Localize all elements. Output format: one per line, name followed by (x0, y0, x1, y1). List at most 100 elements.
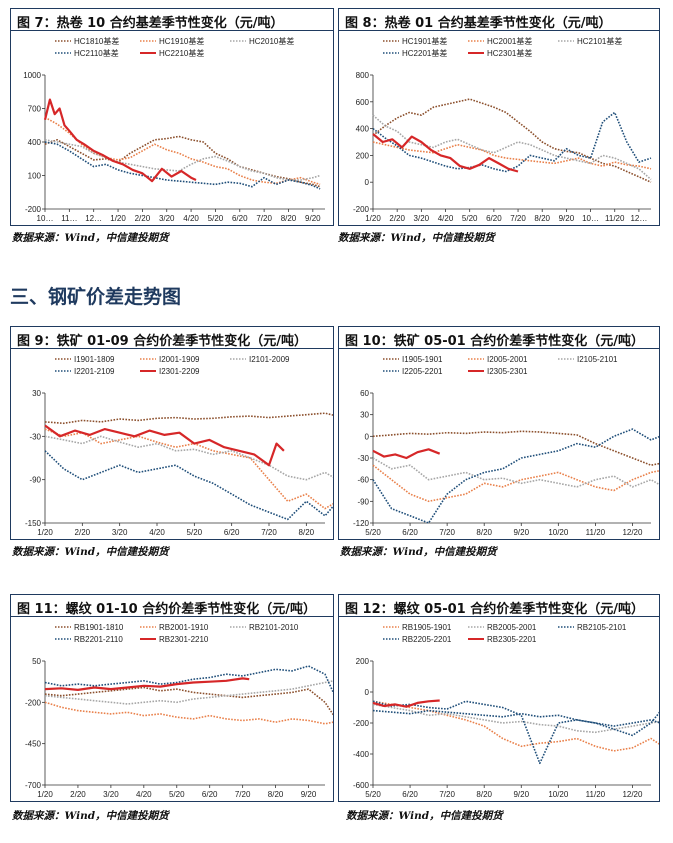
x-tick-label: 5/20 (462, 214, 478, 223)
source-note: 数据来源：Wind，中信建投期货 (12, 232, 169, 244)
series-line (44, 677, 250, 692)
x-tick-label: 9/20 (305, 214, 321, 223)
x-tick-label: 4/20 (149, 528, 165, 537)
legend-label: I1901-1809 (74, 355, 115, 364)
chart-title: 图 7：热卷 10 合约基差季节性变化（元/吨） (11, 9, 333, 31)
legend-label: RB2301-2210 (159, 635, 209, 644)
y-tick-label: -90 (357, 497, 369, 506)
chart-title: 图 11：螺纹 01-10 合约价差季节性变化（元/吨） (11, 595, 333, 617)
source-note: 数据来源：Wind，中信建投期货 (12, 546, 169, 558)
source-note: 数据来源：Wind，中信建投期货 (12, 810, 169, 822)
x-tick-label: 8/20 (299, 528, 315, 537)
x-tick-label: 2/20 (389, 214, 405, 223)
y-tick-label: -700 (25, 781, 42, 790)
chart-title: 图 9：铁矿 01-09 合约价差季节性变化（元/吨） (11, 327, 333, 349)
series-line (43, 98, 197, 183)
x-tick-label: 3/20 (159, 214, 175, 223)
legend-label: HC2010基差 (249, 36, 294, 46)
series-line (372, 98, 652, 183)
legend-label: HC1910基差 (159, 36, 204, 46)
series-line (44, 435, 333, 481)
legend-label: HC2201基差 (402, 48, 447, 58)
chart-c12: -600 -400 -200 0 200 5/20 6/20 7/20 8/20 9/20 10/2… (353, 623, 659, 799)
x-tick-label: 4/20 (438, 214, 454, 223)
x-tick-label: 11… (61, 214, 77, 223)
legend-label: I2001-1909 (159, 355, 200, 364)
series-line (372, 428, 659, 524)
x-tick-label: 12/20 (622, 790, 643, 799)
x-tick-label: 2/20 (70, 790, 86, 799)
x-tick-label: 4/20 (136, 790, 152, 799)
series-line (44, 680, 333, 705)
y-tick-label: -120 (353, 519, 370, 528)
y-tick-label: 400 (356, 125, 370, 134)
x-tick-label: 8/20 (534, 214, 550, 223)
x-tick-label: 11/20 (586, 790, 606, 799)
legend-label: I2101-2009 (249, 355, 290, 364)
x-tick-label: 9/20 (301, 790, 317, 799)
x-tick-label: 9/20 (559, 214, 575, 223)
source-note: 数据来源：Wind，中信建投期货 (338, 232, 495, 244)
legend-label: RB2105-2101 (577, 623, 627, 632)
chart-title: 图 12：螺纹 05-01 合约价差季节性变化（元/吨） (339, 595, 659, 617)
y-tick-label: -30 (29, 432, 41, 441)
chart-c10: -120 -90 -60 -30 0 30 60 5/20 6/20 7/20 8/20 9/20 10… (353, 355, 659, 537)
source-note: 数据来源：Wind，中信建投期货 (340, 546, 497, 558)
y-tick-label: 800 (356, 71, 370, 80)
legend-label: HC2110基差 (74, 48, 119, 58)
x-tick-label: 7/20 (235, 790, 251, 799)
series-line (372, 700, 659, 765)
y-tick-label: 700 (28, 105, 42, 114)
x-tick-label: 6/20 (402, 790, 418, 799)
y-tick-label: 400 (28, 138, 42, 147)
x-tick-label: 11/20 (586, 528, 606, 537)
section-title: 三、钢矿价差走势图 (10, 286, 182, 308)
y-tick-label: 600 (356, 98, 370, 107)
x-tick-label: 6/20 (202, 790, 218, 799)
y-tick-label: 30 (360, 411, 369, 420)
series-line (372, 709, 659, 727)
y-tick-label: 1000 (23, 71, 41, 80)
x-tick-label: 5/20 (208, 214, 224, 223)
x-tick-label: 6/20 (402, 528, 418, 537)
x-tick-label: 4/20 (183, 214, 199, 223)
legend-label: RB2101-2010 (249, 623, 299, 632)
x-tick-label: 7/20 (510, 214, 526, 223)
legend-label: HC2001基差 (487, 36, 532, 46)
y-tick-label: -200 (25, 205, 42, 214)
y-tick-label: -30 (357, 454, 369, 463)
series-line (372, 114, 652, 181)
y-tick-label: -600 (353, 781, 370, 790)
series-line (372, 699, 440, 708)
x-tick-label: 8/20 (268, 790, 284, 799)
series-line (372, 430, 659, 466)
series-line (44, 665, 333, 694)
series-line (44, 116, 321, 186)
x-tick-label: 5/20 (169, 790, 185, 799)
x-tick-label: 9/20 (513, 528, 529, 537)
y-tick-label: -200 (353, 719, 370, 728)
series-line (372, 700, 659, 752)
x-tick-label: 1/20 (365, 214, 381, 223)
series-line (44, 135, 321, 188)
series-line (372, 464, 659, 503)
x-tick-label: 6/20 (232, 214, 248, 223)
x-tick-label: 11/20 (605, 214, 625, 223)
chart-c11: -700 -450 -200 50 1/20 2/20 3/20 4/20 5/20 6/20 7/… (25, 623, 333, 799)
x-tick-label: 3/20 (414, 214, 430, 223)
x-tick-label: 3/20 (103, 790, 119, 799)
chart-panel-7: 图 7：热卷 10 合约基差季节性变化（元/吨） -200 100 400 700 10… (10, 8, 334, 226)
series-line (44, 428, 333, 510)
x-tick-label: 10… (37, 214, 54, 223)
legend-label: HC2210基差 (159, 48, 204, 58)
series-line (372, 111, 652, 173)
series-line (44, 412, 333, 425)
legend-label: RB2201-2110 (74, 635, 123, 644)
legend-label: I2201-2109 (74, 367, 115, 376)
legend-label: I2305-2301 (487, 367, 528, 376)
legend-label: RB2005-2001 (487, 623, 537, 632)
legend-label: I1905-1901 (402, 355, 443, 364)
chart-title: 图 8：热卷 01 合约基差季节性变化（元/吨） (339, 9, 659, 31)
x-tick-label: 8/20 (281, 214, 297, 223)
x-tick-label: 6/20 (224, 528, 240, 537)
